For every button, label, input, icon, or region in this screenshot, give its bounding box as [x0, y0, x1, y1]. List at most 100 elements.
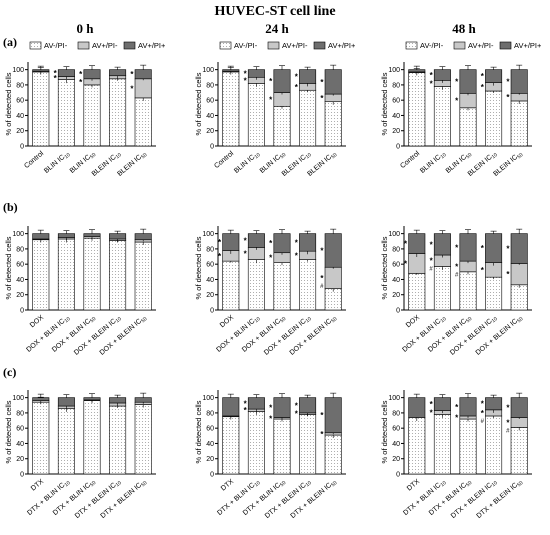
y-tick-label: 80 [16, 82, 24, 89]
significance-mark: * [295, 251, 299, 260]
bar-segment [459, 271, 477, 311]
bar-segment [134, 397, 152, 403]
significance-mark: * [54, 74, 58, 83]
bar-segment [247, 69, 265, 78]
bar-segment [222, 69, 240, 72]
chart-panel: % of detected cells 0 20 40 60 80 100 DOX DOX + … [4, 226, 156, 358]
bar-segment [109, 233, 127, 240]
y-tick-label: 20 [392, 292, 400, 299]
bar-segment [324, 434, 342, 475]
bar-segment [299, 259, 317, 311]
y-axis-label: % of detected cells [194, 236, 203, 299]
time-label-24h: 24 h [265, 21, 289, 36]
significance-mark: * [218, 238, 222, 247]
y-tick-label: 40 [16, 277, 24, 284]
chart-panel: % of detected cells020406080100DTX**DTX … [194, 390, 346, 521]
y-tick-label: 0 [210, 144, 214, 151]
bar-segment [273, 262, 291, 311]
category-label: BLIN IC10 [43, 150, 72, 176]
significance-mark: * [320, 94, 324, 103]
bar-segment [485, 90, 503, 147]
category-label: DOX + BLEIN IC50 [289, 314, 339, 358]
y-tick-label: 20 [392, 456, 400, 463]
legend-swatch [499, 41, 512, 50]
y-tick-label: 20 [206, 128, 214, 135]
bar-segment [32, 71, 50, 147]
bar-segment [510, 397, 528, 418]
y-tick-label: 80 [206, 246, 214, 253]
significance-mark: # [481, 419, 485, 425]
significance-mark: * [130, 84, 134, 93]
legend-swatch [219, 41, 232, 50]
bar-segment [83, 397, 101, 401]
bar-segment [32, 239, 50, 311]
bar-segment [433, 86, 451, 147]
category-label: Control [23, 150, 45, 170]
legend-label: AV+/PI+ [138, 41, 166, 50]
significance-mark: # [455, 272, 459, 278]
significance-mark: * [481, 72, 485, 81]
y-tick-label: 60 [206, 426, 214, 433]
significance-mark: * [218, 252, 222, 261]
bar-segment [109, 78, 127, 147]
significance-mark: * [244, 69, 248, 78]
bar-segment [408, 233, 426, 254]
y-tick-label: 100 [388, 67, 400, 74]
bar-segment [134, 69, 152, 80]
bar-segment [83, 237, 101, 311]
y-tick-label: 40 [16, 441, 24, 448]
legend-label: AV-/PI- [44, 41, 68, 50]
significance-mark: * [269, 95, 273, 104]
y-tick-label: 100 [12, 231, 24, 238]
significance-mark: * [455, 97, 459, 106]
chart-panel: % of detected cells 0 20 40 60 80 100 DTX DTX + … [4, 390, 156, 521]
y-axis-label: % of detected cells [380, 72, 389, 135]
y-tick-label: 60 [16, 262, 24, 269]
significance-mark: * [430, 400, 434, 409]
chart-panel: % of detected cells020406080100Control**… [4, 41, 166, 179]
legend-label: AV+/PI- [282, 41, 308, 50]
legend-label: AV-/PI- [420, 41, 444, 50]
y-tick-label: 40 [16, 113, 24, 120]
bar-segment [247, 259, 265, 311]
bar-segment [408, 417, 426, 475]
legend-swatch [453, 41, 466, 50]
significance-mark: * [455, 77, 459, 86]
bar-segment [324, 266, 342, 289]
bar-segment [222, 260, 240, 311]
bar-segment [273, 69, 291, 93]
bar-segment [408, 69, 426, 73]
significance-mark: * [455, 403, 459, 412]
bar-segment [485, 276, 503, 311]
significance-mark: * [430, 240, 434, 249]
category-label: Control [213, 150, 235, 170]
bar-segment [459, 69, 477, 94]
chart-panel: % of detected cells020406080100Control**… [380, 41, 542, 179]
significance-mark: * [404, 240, 408, 249]
significance-mark: * [130, 70, 134, 79]
significance-mark: * [244, 237, 248, 246]
category-label: DTX [30, 478, 45, 493]
significance-mark: # [506, 428, 510, 434]
y-tick-label: 0 [396, 308, 400, 315]
bar-segment [247, 233, 265, 248]
y-axis-label: % of detected cells [4, 400, 13, 463]
significance-mark: * [506, 77, 510, 86]
bar-segment [247, 397, 265, 410]
category-label: DOX [219, 314, 235, 329]
bar-segment [408, 397, 426, 418]
significance-mark: * [295, 238, 299, 247]
legend-swatch [123, 41, 136, 50]
row-label-c: (c) [3, 365, 16, 379]
y-tick-label: 0 [20, 144, 24, 151]
significance-mark: * [455, 243, 459, 252]
bar-segment [510, 263, 528, 286]
bar-segment [109, 240, 127, 311]
bar-segment [57, 69, 75, 77]
significance-mark: * [79, 78, 83, 87]
y-tick-label: 40 [206, 113, 214, 120]
significance-mark: * [269, 254, 273, 263]
y-tick-label: 0 [396, 472, 400, 479]
significance-mark: * [506, 93, 510, 102]
significance-mark: * [506, 270, 510, 279]
